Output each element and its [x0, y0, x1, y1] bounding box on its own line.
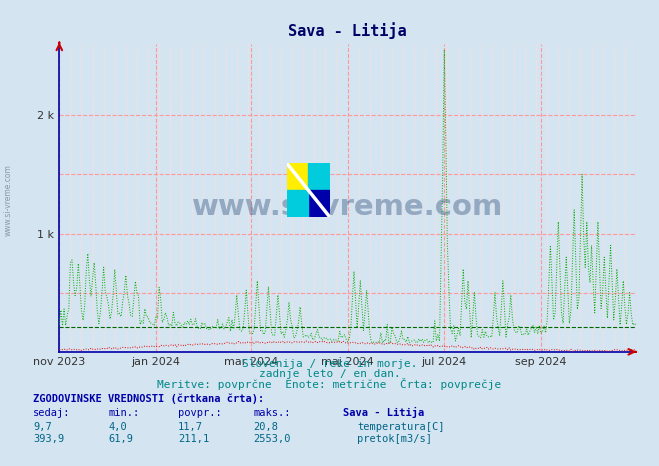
Text: 211,1: 211,1 — [178, 434, 209, 444]
Bar — [308, 163, 330, 190]
Text: 20,8: 20,8 — [254, 422, 279, 432]
Text: sedaj:: sedaj: — [33, 408, 71, 418]
Text: Meritve: povprčne  Enote: metrične  Črta: povprečje: Meritve: povprčne Enote: metrične Črta: … — [158, 378, 501, 390]
Text: temperatura[C]: temperatura[C] — [357, 422, 445, 432]
Text: www.si-vreme.com: www.si-vreme.com — [3, 164, 13, 236]
Text: ZGODOVINSKE VREDNOSTI (črtkana črta):: ZGODOVINSKE VREDNOSTI (črtkana črta): — [33, 393, 264, 404]
Text: www.si-vreme.com: www.si-vreme.com — [192, 193, 503, 221]
Text: 61,9: 61,9 — [109, 434, 134, 444]
Text: 2553,0: 2553,0 — [254, 434, 291, 444]
Text: min.:: min.: — [109, 408, 140, 418]
Text: povpr.:: povpr.: — [178, 408, 221, 418]
Text: Sava - Litija: Sava - Litija — [343, 407, 424, 418]
Text: 11,7: 11,7 — [178, 422, 203, 432]
Text: 4,0: 4,0 — [109, 422, 127, 432]
Text: Slovenija / reke in morje.: Slovenija / reke in morje. — [242, 359, 417, 369]
Bar — [287, 163, 308, 190]
Text: zadnje leto / en dan.: zadnje leto / en dan. — [258, 370, 401, 379]
Bar — [287, 190, 308, 217]
Text: 9,7: 9,7 — [33, 422, 51, 432]
Title: Sava - Litija: Sava - Litija — [288, 22, 407, 39]
Text: pretok[m3/s]: pretok[m3/s] — [357, 434, 432, 444]
Text: 393,9: 393,9 — [33, 434, 64, 444]
Bar — [308, 190, 330, 217]
Text: maks.:: maks.: — [254, 408, 291, 418]
